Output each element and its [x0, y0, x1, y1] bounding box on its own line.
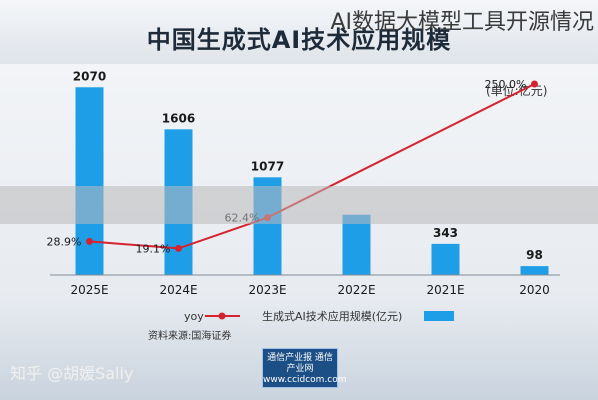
yoy-point-2020 — [531, 80, 538, 88]
legend-label-yoy: yoy — [184, 310, 204, 323]
yoy-label-2025E: 28.9% — [47, 235, 82, 248]
publisher-logo: 通信产业报 通信产业网 www.ccidcom.com — [262, 348, 347, 388]
chart-title: 中国生成式AI技术应用规模 — [146, 26, 452, 54]
bar-2020 — [520, 266, 549, 275]
yoy-line — [89, 83, 535, 250]
overlay-banner — [0, 186, 598, 224]
x-tick-label-2022E: 2022E — [337, 283, 375, 297]
bar-2021E — [431, 243, 460, 275]
watermark: 知乎 @胡媛Sally — [10, 364, 134, 383]
unit-label: (单位:亿元) — [486, 84, 548, 98]
bar-value-label-2020: 98 — [526, 248, 543, 262]
title-bar — [0, 0, 598, 64]
yoy-point-2025E — [86, 237, 93, 245]
x-tick-label-2023E: 2023E — [248, 283, 286, 297]
overlay-banner-text: AI数据大模型工具开源情况 — [330, 10, 594, 35]
yoy-label-2024E: 19.1% — [136, 242, 171, 255]
x-tick-label-2020: 2020 — [519, 283, 550, 297]
yoy-point-2024E — [175, 244, 182, 252]
legend: yoy 生成式AI技术应用规模(亿元) — [184, 309, 454, 323]
x-tick-label-2024E: 2024E — [159, 283, 197, 297]
bar-value-label-2024E: 1606 — [162, 111, 195, 125]
bar-value-label-2025E: 2070 — [73, 69, 106, 83]
legend-bar-swatch — [424, 311, 454, 321]
source-note: 资料来源:国海证券 — [148, 331, 232, 342]
legend-line-marker — [218, 312, 226, 320]
legend-label-bar: 生成式AI技术应用规模(亿元) — [262, 309, 402, 323]
bar-value-label-2021E: 343 — [433, 226, 458, 240]
yoy-label-2020: 250.0% — [485, 78, 527, 91]
bar-2022E — [342, 214, 371, 275]
bar-value-label-2023E: 1077 — [251, 159, 284, 173]
x-tick-label-2025E: 2025E — [70, 283, 108, 297]
x-tick-label-2021E: 2021E — [426, 283, 464, 297]
